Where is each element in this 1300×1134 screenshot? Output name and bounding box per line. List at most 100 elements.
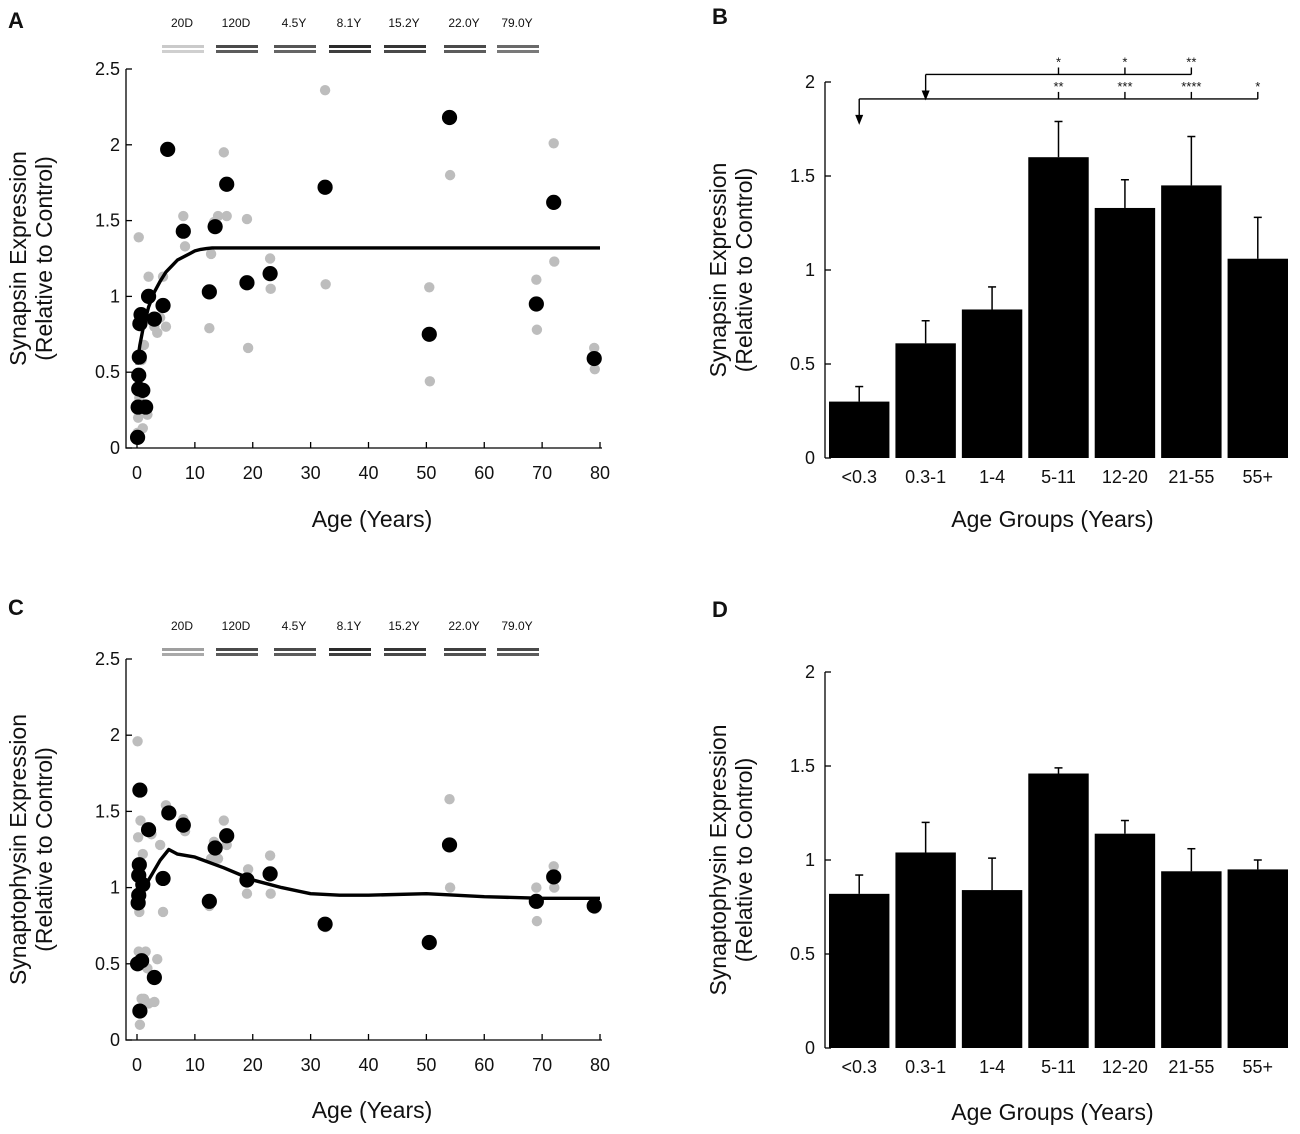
blot-band [444,648,486,651]
mean-point [201,893,217,909]
x-tick-label: 30 [301,463,321,483]
mean-point [441,837,458,853]
y-tick-label: 0 [805,1038,815,1058]
panel-letter: A [8,8,24,33]
category-label: 12-20 [1102,1057,1148,1077]
blot-band [444,45,486,48]
replicate-point [320,279,331,290]
bar [895,343,956,458]
replicate-point [319,85,331,96]
mean-point [546,869,562,885]
x-tick-label: 20 [243,463,263,483]
bar [1094,833,1156,1048]
y-axis-label-line2: (Relative to Control) [731,168,757,373]
replicate-point [549,882,560,893]
mean-point [160,141,176,157]
blot-lane-label: 79.0Y [501,16,532,30]
comparison-arrow [921,90,930,101]
x-tick-label: 40 [358,1055,378,1075]
x-tick-label: 10 [185,1055,205,1075]
mean-point [219,176,235,192]
y-tick-label: 0.5 [790,944,815,964]
bar [829,401,890,458]
y-tick-label: 1 [805,260,815,280]
mean-point [528,893,544,909]
bar [829,893,890,1048]
y-tick-label: 2 [110,725,120,745]
y-axis-label-line1: Synaptophysin Expression [5,714,31,985]
category-label: 21-55 [1168,1057,1214,1077]
replicate-point [218,147,230,158]
mean-point [140,822,157,838]
blot-lane-label: 4.5Y [282,16,307,30]
y-tick-label: 0.5 [95,954,120,974]
bar [961,890,1023,1048]
mean-point [135,876,151,893]
blot-band [497,50,539,53]
y-tick-label: 1 [110,286,120,306]
category-label: 1-4 [979,467,1005,487]
blot-band [329,50,371,53]
x-tick-label: 40 [358,463,378,483]
replicate-point [264,850,276,861]
mean-point [239,872,255,888]
y-tick-label: 2 [110,135,120,155]
replicate-point [531,274,542,285]
replicate-point [589,363,600,375]
y-tick-label: 0.5 [95,362,120,382]
y-axis-label-line1: Synapsin Expression [5,151,31,366]
replicate-point [531,915,543,927]
replicate-point [444,882,456,893]
bar [1161,185,1222,458]
replicate-point [264,253,276,264]
category-label: <0.3 [841,467,877,487]
comparison-arrow [855,114,864,125]
x-axis-label: Age Groups (Years) [951,1099,1153,1125]
blot-band [162,648,204,651]
replicate-point [152,327,163,338]
x-tick-label: 60 [474,1055,494,1075]
fit-curve [135,847,600,907]
x-tick-label: 60 [474,463,494,483]
mean-point [262,266,278,282]
replicate-point [444,794,455,805]
blot-band [216,648,258,651]
category-label: 0.3-1 [905,1057,946,1077]
x-tick-label: 30 [301,1055,321,1075]
blot-band [497,653,539,656]
mean-point [146,969,162,986]
mean-point [129,429,146,445]
mean-point [131,349,147,365]
bar [1028,773,1089,1048]
mean-point [528,296,544,312]
blot-lane-label: 120D [222,16,251,30]
mean-point [155,870,171,887]
mean-point [421,934,437,951]
mean-point [140,288,157,304]
mean-point [546,194,562,211]
category-label: 0.3-1 [905,467,946,487]
category-label: 1-4 [979,1057,1005,1077]
mean-point [421,326,437,342]
mean-point [207,840,223,856]
y-tick-label: 0 [110,438,120,458]
blot-lane-label: 15.2Y [388,16,419,30]
mean-point [586,350,602,367]
x-tick-label: 70 [532,1055,552,1075]
panel-d: D 0 0.5 1 1.5 2 <0.3 0.3-1 1-4 5-11 12-20 21-55 55+ A… [705,597,1288,1125]
replicate-point [242,864,254,875]
blot-lane-label: 8.1Y [337,619,362,633]
replicate-point [212,210,224,222]
y-tick-label: 1.5 [790,756,815,776]
blot-band [384,45,426,48]
blot-lane-label: 8.1Y [337,16,362,30]
replicate-point [134,1019,146,1030]
blot-lane-label: 20D [171,16,193,30]
blot-band [497,45,539,48]
replicate-point [178,210,189,222]
significance-label: ** [1053,79,1063,94]
blot-band [216,50,258,53]
blot-band [162,45,204,48]
panel-letter: D [712,597,728,622]
